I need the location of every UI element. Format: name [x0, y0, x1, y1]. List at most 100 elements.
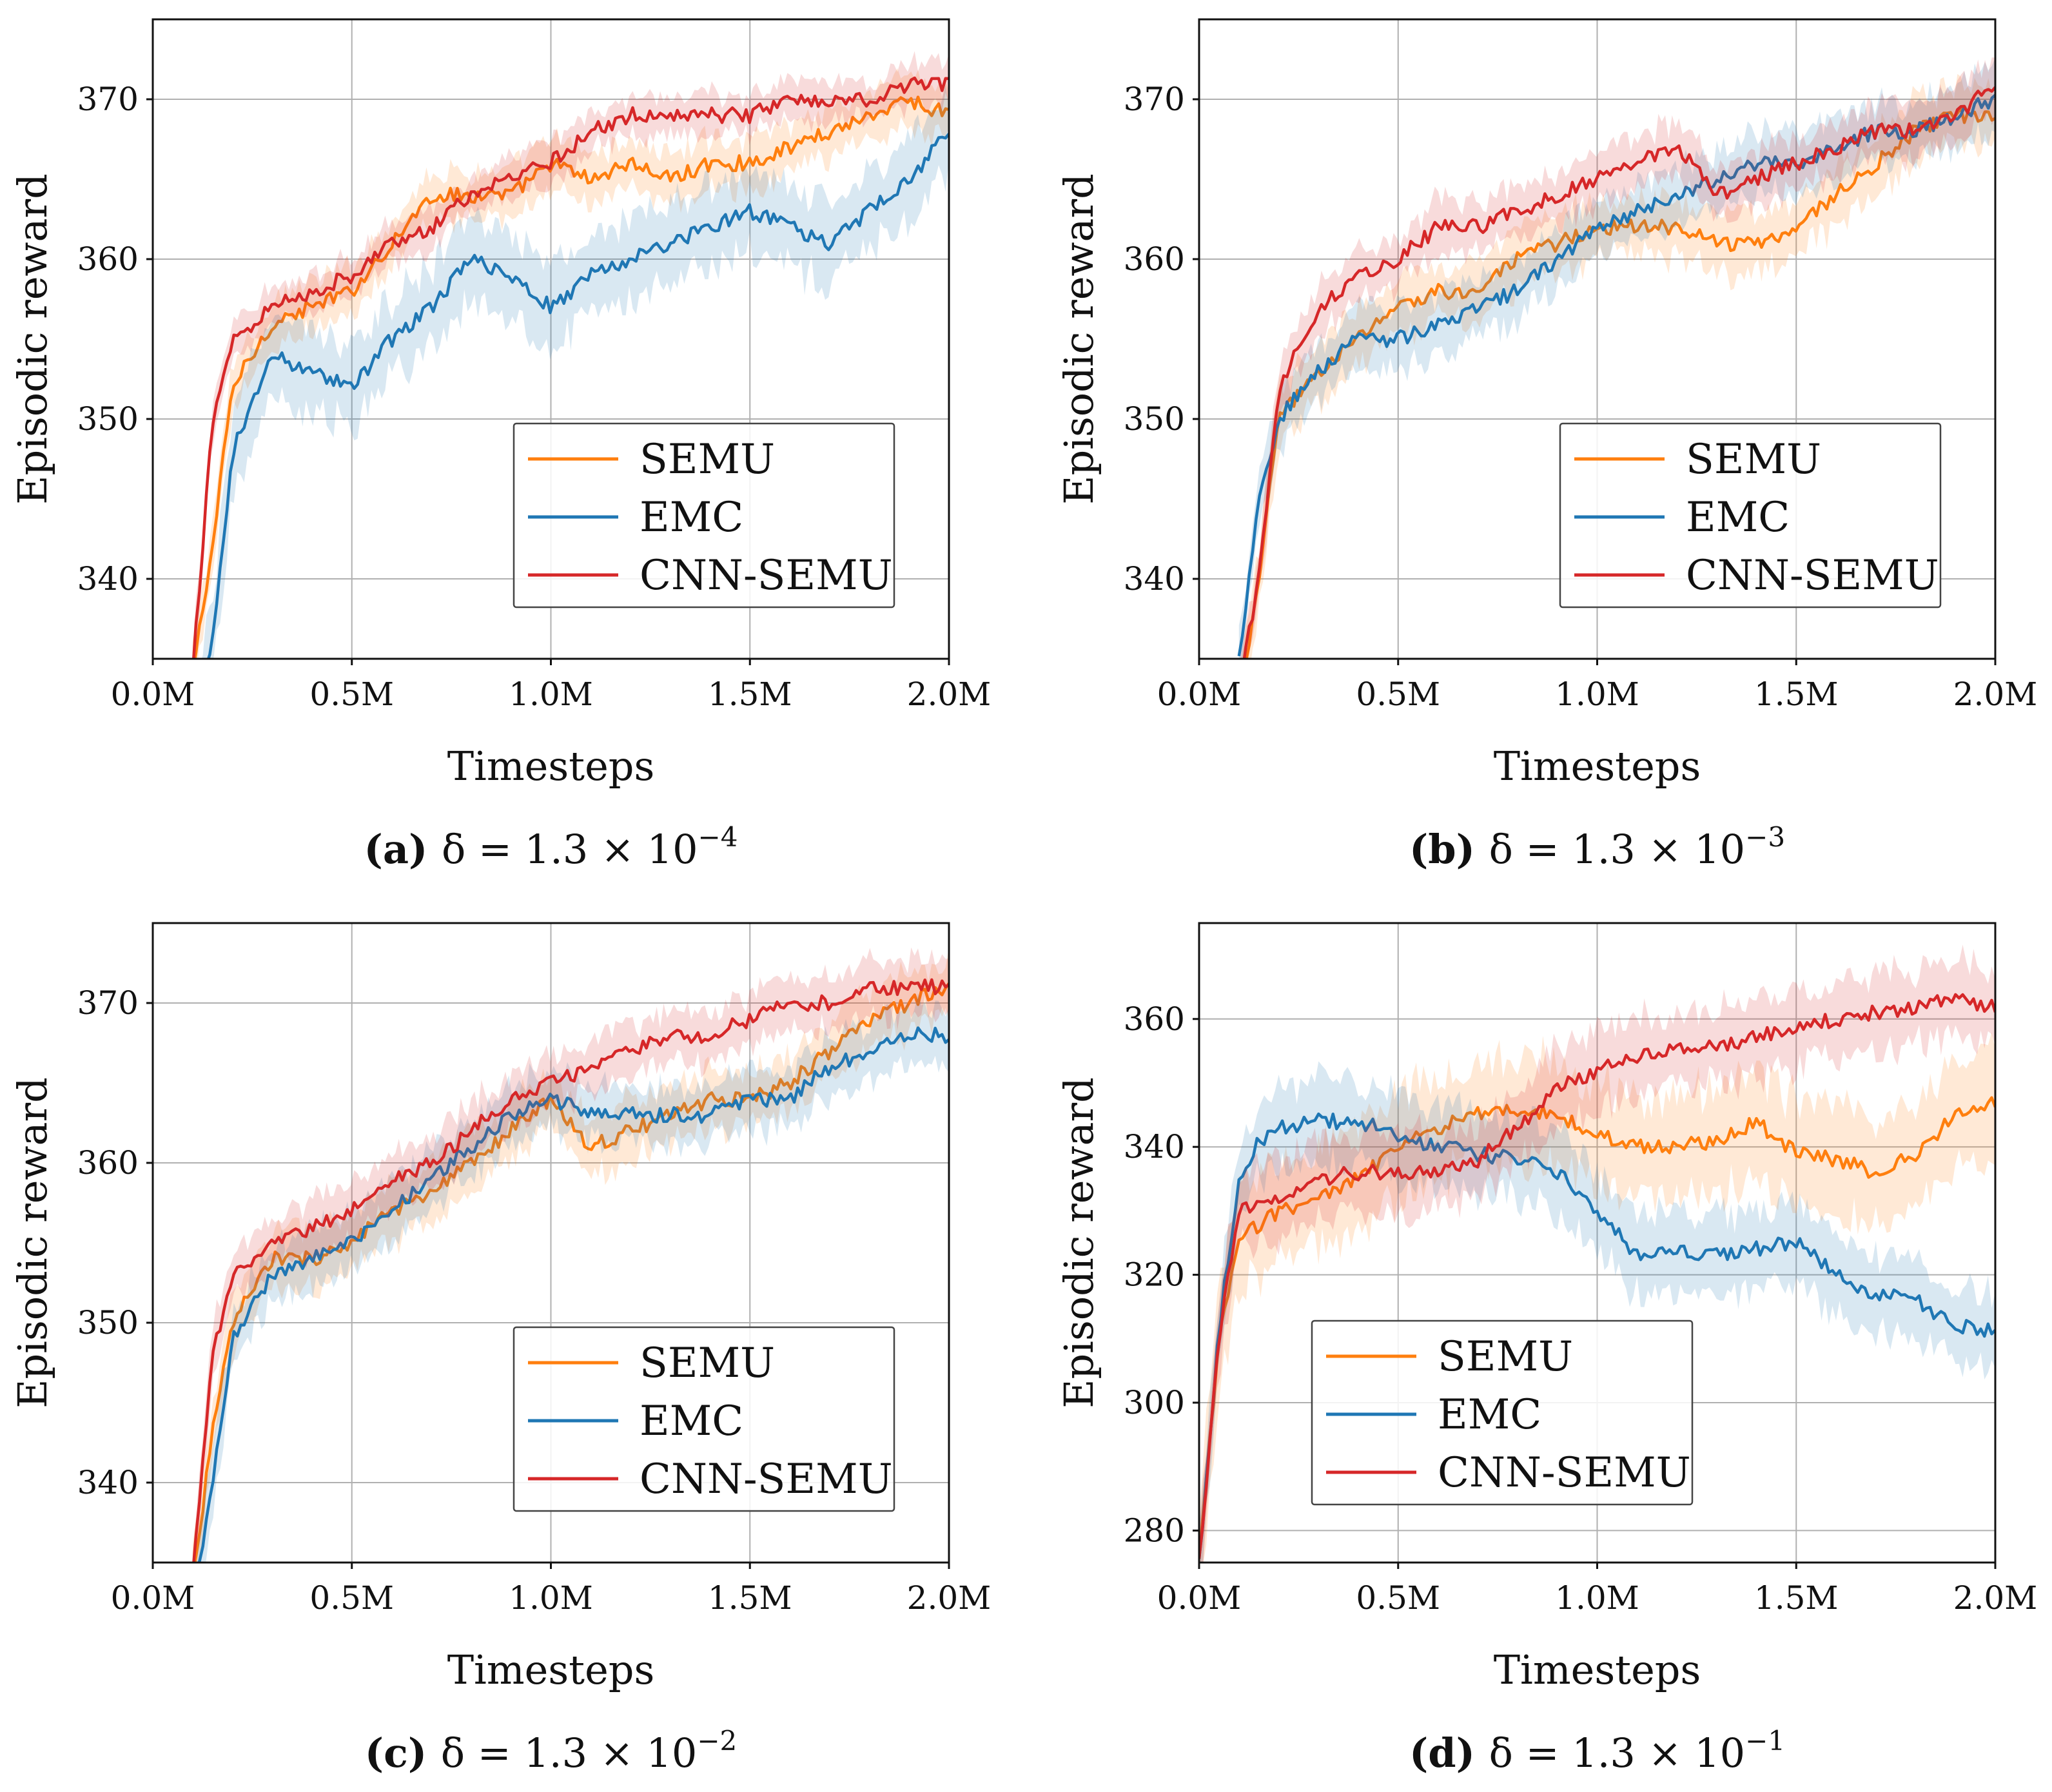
- legend: SEMU EMC CNN-SEMU: [1311, 1320, 1694, 1506]
- caption-letter: (b): [1409, 826, 1489, 873]
- y-tick-label: 360: [77, 240, 139, 278]
- legend: SEMU EMC CNN-SEMU: [513, 1326, 895, 1512]
- x-tick-label: 1.5M: [1754, 676, 1839, 713]
- caption-exponent: −4: [698, 821, 738, 853]
- legend-label-semu: SEMU: [640, 436, 775, 483]
- x-axis-label: Timesteps: [1494, 1646, 1701, 1693]
- legend-box: [1311, 1320, 1694, 1506]
- x-axis-label: Timesteps: [1494, 743, 1701, 790]
- x-tick-label: 1.0M: [1555, 1579, 1639, 1617]
- series-band-emc: [1238, 57, 1995, 659]
- series-line-semu: [193, 95, 949, 659]
- y-tick-label: 350: [77, 400, 139, 438]
- x-tick-label: 1.5M: [708, 1579, 792, 1617]
- x-tick-label: 2.0M: [907, 1579, 992, 1617]
- series-line-emc: [197, 1026, 949, 1563]
- y-tick-label: 320: [1124, 1256, 1185, 1294]
- y-axis-label: Episodic reward: [1055, 1077, 1102, 1408]
- x-tick-label: 1.0M: [509, 676, 593, 713]
- series-band-cnn-semu: [192, 51, 949, 659]
- x-tick-label: 1.5M: [708, 676, 792, 713]
- caption-formula: δ = 1.3 × 10: [441, 1729, 698, 1777]
- x-tick-label: 0.5M: [1356, 1579, 1440, 1617]
- legend-label-semu: SEMU: [1438, 1333, 1573, 1381]
- legend-label-emc: EMC: [640, 494, 743, 541]
- caption-exponent: −2: [697, 1725, 737, 1757]
- y-tick-label: 340: [1124, 560, 1185, 598]
- panel-caption: (a) δ = 1.3 × 10−4: [364, 821, 738, 873]
- x-tick-label: 0.0M: [1157, 676, 1242, 713]
- x-tick-label: 0.5M: [309, 1579, 394, 1617]
- legend-label-cnn-semu: CNN-SEMU: [640, 1456, 893, 1503]
- series-line-emc: [206, 133, 949, 659]
- series-line-cnn-semu: [1242, 86, 1995, 659]
- x-axis-label: Timesteps: [447, 1646, 655, 1693]
- legend-label-emc: EMC: [640, 1398, 743, 1445]
- caption-exponent: −3: [1745, 821, 1785, 853]
- y-tick-label: 300: [1124, 1384, 1185, 1421]
- chart-panel-b: 0.0M 0.5M 1.0M 1.5M 2.0M 340 350 360 370 Timestep…: [1055, 18, 2038, 873]
- plot-area: [1237, 57, 1995, 659]
- legend-label-cnn-semu: CNN-SEMU: [640, 552, 893, 599]
- series-line-emc: [1199, 1112, 1995, 1559]
- legend-label-semu: SEMU: [1686, 436, 1821, 483]
- panel-caption: (c) δ = 1.3 × 10−2: [365, 1725, 738, 1777]
- y-tick-label: 350: [77, 1304, 139, 1341]
- series-band-cnn-semu: [192, 947, 949, 1563]
- series-line-semu: [1245, 106, 1995, 659]
- y-tick-label: 360: [1124, 240, 1185, 278]
- panel-caption: (b) δ = 1.3 × 10−3: [1409, 821, 1785, 873]
- y-tick-label: 340: [77, 560, 139, 598]
- x-tick-label: 1.5M: [1754, 1579, 1839, 1617]
- x-tick-label: 1.0M: [509, 1579, 593, 1617]
- y-tick-label: 360: [77, 1144, 139, 1182]
- plot-area: [192, 51, 949, 659]
- legend-label-emc: EMC: [1438, 1391, 1541, 1439]
- x-tick-label: 2.0M: [1953, 676, 2038, 713]
- legend-label-cnn-semu: CNN-SEMU: [1438, 1449, 1691, 1497]
- y-tick-label: 370: [77, 81, 139, 118]
- x-tick-label: 2.0M: [1953, 1579, 2038, 1617]
- series-band-emc: [1199, 1061, 1995, 1563]
- y-tick-label: 340: [1124, 1128, 1185, 1165]
- series-band-semu: [192, 946, 949, 1563]
- legend-label-semu: SEMU: [640, 1339, 775, 1387]
- chart-panel-d: 0.0M 0.5M 1.0M 1.5M 2.0M 280 300 320 340 360 Times…: [1055, 922, 2038, 1777]
- caption-formula: δ = 1.3 × 10: [1489, 826, 1746, 873]
- panel-caption: (d) δ = 1.3 × 10−1: [1409, 1725, 1785, 1777]
- y-axis-label: Episodic reward: [9, 1077, 56, 1408]
- plot-area: [1199, 944, 1995, 1563]
- y-tick-label: 370: [77, 984, 139, 1022]
- legend: SEMU EMC CNN-SEMU: [513, 422, 895, 609]
- series-band-emc: [201, 84, 949, 659]
- legend-box: [513, 422, 895, 609]
- x-tick-label: 1.0M: [1555, 676, 1639, 713]
- y-axis-label: Episodic reward: [1055, 173, 1102, 505]
- series-line-emc: [1237, 93, 1995, 657]
- caption-formula: δ = 1.3 × 10: [442, 826, 698, 873]
- y-tick-label: 370: [1124, 81, 1185, 118]
- series-line-semu: [1199, 1096, 1995, 1559]
- series-band-semu: [1199, 1032, 1995, 1563]
- caption-letter: (a): [364, 826, 442, 873]
- x-tick-label: 0.0M: [1157, 1579, 1242, 1617]
- series-line-cnn-semu: [192, 76, 949, 659]
- legend: SEMU EMC CNN-SEMU: [1559, 422, 1942, 609]
- series-band-semu: [192, 68, 949, 659]
- y-tick-label: 340: [77, 1464, 139, 1501]
- series-line-cnn-semu: [1199, 993, 1995, 1559]
- legend-label-cnn-semu: CNN-SEMU: [1686, 552, 1939, 599]
- x-axis-label: Timesteps: [447, 743, 655, 790]
- caption-letter: (c): [365, 1729, 441, 1777]
- caption-letter: (d): [1409, 1729, 1489, 1777]
- chart-panel-a: 0.0M 0.5M 1.0M 1.5M 2.0M 340 350 360 370 Timestep…: [9, 18, 991, 873]
- series-band-cnn-semu: [1240, 57, 1995, 659]
- legend-label-emc: EMC: [1686, 494, 1790, 541]
- x-tick-label: 0.5M: [309, 676, 394, 713]
- caption-formula: δ = 1.3 × 10: [1489, 1729, 1746, 1777]
- y-tick-label: 360: [1124, 1000, 1185, 1038]
- chart-panel-c: 0.0M 0.5M 1.0M 1.5M 2.0M 340 350 360 370 Timestep…: [9, 922, 992, 1777]
- plot-area: [192, 946, 949, 1563]
- y-tick-label: 350: [1124, 400, 1185, 438]
